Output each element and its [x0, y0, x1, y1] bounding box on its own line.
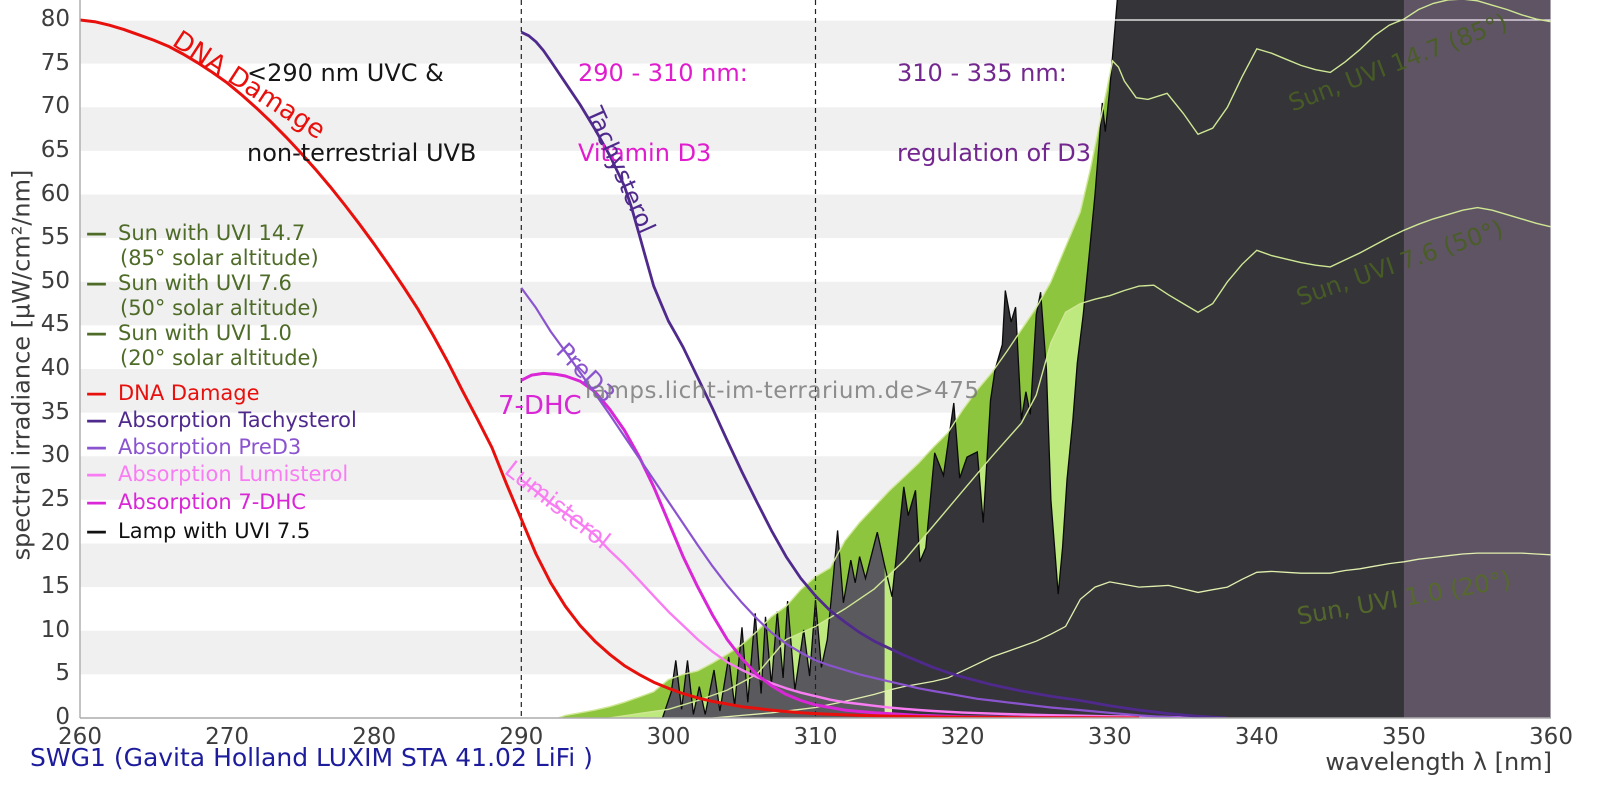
- x-tick-330: 330: [1087, 724, 1132, 750]
- legend-label: Sun with UVI 14.7: [118, 221, 306, 245]
- y-tick-65: 65: [40, 136, 70, 163]
- y-tick-5: 5: [55, 660, 70, 687]
- curve-label-7dhc: 7-DHC: [498, 391, 582, 421]
- legend-item-absorption-pred3: — Absorption PreD3: [86, 435, 301, 459]
- legend-swatch: —: [86, 321, 107, 345]
- lamp-fill-light: [662, 530, 885, 718]
- dna-damage-curve: [80, 18, 1140, 718]
- annotation-uvc-line1: <290 nm UVC &: [247, 58, 444, 87]
- legend-label: (50° solar altitude): [120, 296, 319, 320]
- annotation-regulation-d3: 310 - 335 nm: regulation of D3: [897, 6, 1091, 221]
- lamp-outline: [661, 0, 1118, 718]
- plot-area: [80, 0, 1551, 718]
- legend-item-absorption-tachysterol: — Absorption Tachysterol: [86, 408, 357, 432]
- y-tick-60: 60: [40, 180, 70, 207]
- tachysterol-curve: [520, 30, 1228, 718]
- x-tick-260: 260: [58, 724, 102, 750]
- x-tick-340: 340: [1234, 724, 1279, 750]
- x-tick-270: 270: [205, 724, 250, 750]
- y-tick-25: 25: [40, 485, 70, 512]
- y-tick-80: 80: [40, 6, 70, 32]
- highlight-band-350-360: [1403, 0, 1551, 718]
- x-tick-360: 360: [1529, 724, 1573, 750]
- watermark: lamps.licht-im-terrarium.de>475: [585, 378, 980, 404]
- x-tick-320: 320: [940, 724, 985, 750]
- sun-uvi-147-line: [557, 0, 1551, 718]
- legend-label: DNA Damage: [118, 381, 260, 405]
- legend-label: Sun with UVI 7.6: [118, 271, 292, 295]
- legend-label: Absorption 7-DHC: [118, 490, 306, 514]
- x-tick-310: 310: [793, 724, 838, 750]
- lamp-fill-dark: [892, 0, 1551, 718]
- x-axis-label: wavelength λ [nm]: [1325, 748, 1552, 776]
- legend-label: (20° solar altitude): [120, 346, 319, 370]
- y-tick-15: 15: [40, 573, 70, 600]
- lumisterol-curve: [520, 478, 1221, 718]
- legend-label: Absorption PreD3: [118, 435, 302, 459]
- legend-item-sun-with-uvi-14-7: — Sun with UVI 14.7: [86, 221, 305, 245]
- annotation-reg-line1: 310 - 335 nm:: [897, 58, 1067, 87]
- chart-caption: SWG1 (Gavita Holland LUXIM STA 41.02 LiF…: [30, 743, 593, 772]
- annotation-vitamin-d3: 290 - 310 nm: Vitamin D3: [578, 6, 748, 221]
- y-tick-20: 20: [40, 529, 70, 556]
- legend-swatch: —: [86, 435, 107, 459]
- legend-item--85-solar-altitude-: (85° solar altitude): [86, 246, 319, 270]
- y-tick-75: 75: [40, 49, 70, 76]
- legend-label: Lamp with UVI 7.5: [118, 519, 311, 543]
- y-tick-70: 70: [40, 93, 70, 120]
- legend-item-absorption-lumisterol: — Absorption Lumisterol: [86, 462, 348, 486]
- x-tick-350: 350: [1381, 724, 1426, 750]
- y-tick-50: 50: [40, 267, 70, 294]
- legend-item--50-solar-altitude-: (50° solar altitude): [86, 296, 319, 320]
- legend-item-sun-with-uvi-1-0: — Sun with UVI 1.0: [86, 321, 292, 345]
- legend-label: Absorption Lumisterol: [118, 462, 349, 486]
- sun-uvi-76-line: [609, 206, 1551, 718]
- legend-label: Absorption Tachysterol: [118, 408, 357, 432]
- y-tick-55: 55: [40, 224, 70, 251]
- sun-uvi-10-line: [712, 552, 1551, 718]
- legend-swatch: —: [86, 490, 107, 514]
- annotation-reg-line2: regulation of D3: [897, 139, 1092, 168]
- legend-swatch: —: [86, 408, 107, 432]
- legend-swatch: —: [86, 271, 107, 295]
- annotation-uvc-line2: non-terrestrial UVB: [247, 139, 477, 168]
- x-tick-290: 290: [499, 724, 544, 750]
- annotation-vitd-line1: 290 - 310 nm:: [578, 58, 748, 87]
- legend-item-lamp-with-uvi-7-5: — Lamp with UVI 7.5: [86, 519, 310, 543]
- y-tick-35: 35: [40, 398, 70, 425]
- y-tick-45: 45: [40, 311, 70, 338]
- legend-swatch: —: [86, 221, 107, 245]
- legend-swatch: —: [86, 519, 107, 543]
- annotation-vitd-line2: Vitamin D3: [578, 139, 712, 168]
- x-tick-280: 280: [352, 724, 397, 750]
- annotation-uvc: <290 nm UVC & non-terrestrial UVB: [247, 6, 476, 221]
- legend-label: (85° solar altitude): [120, 246, 319, 270]
- x-tick-300: 300: [646, 724, 691, 750]
- pred3-curve: [520, 287, 1199, 718]
- y-tick-40: 40: [40, 355, 70, 381]
- legend-label: Sun with UVI 1.0: [118, 321, 292, 345]
- y-tick-0: 0: [55, 704, 70, 730]
- legend-item-sun-with-uvi-7-6: — Sun with UVI 7.6: [86, 271, 292, 295]
- legend-item-absorption-7-dhc: — Absorption 7-DHC: [86, 490, 306, 514]
- legend-item--20-solar-altitude-: (20° solar altitude): [86, 346, 319, 370]
- legend-swatch: —: [86, 381, 107, 405]
- legend-swatch: —: [86, 462, 107, 486]
- legend-item-dna-damage: — DNA Damage: [86, 381, 260, 405]
- y-tick-30: 30: [40, 442, 70, 469]
- y-tick-10: 10: [40, 616, 70, 643]
